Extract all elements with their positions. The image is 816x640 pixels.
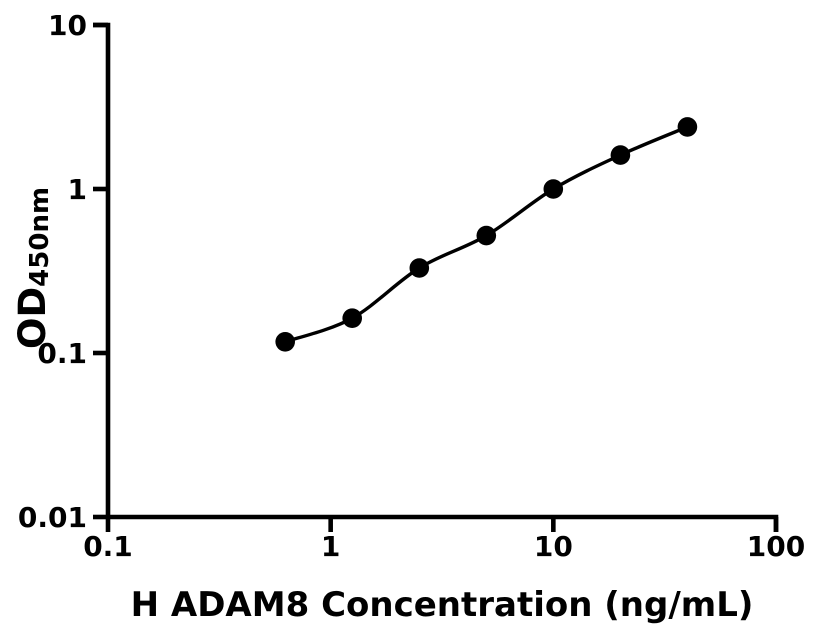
data-point — [543, 179, 564, 199]
y-tick-label: 10 — [48, 9, 87, 42]
axes — [93, 22, 779, 532]
data-point — [275, 332, 296, 352]
data-point — [409, 258, 430, 278]
x-tick-label: 10 — [534, 530, 573, 563]
x-tick-label: 0.1 — [83, 530, 133, 563]
y-axis-title: OD450nm — [11, 187, 55, 349]
y-axis-title-main: OD — [11, 287, 54, 349]
axis-spines — [93, 22, 779, 532]
y-tick-label: 0.01 — [18, 501, 87, 534]
x-axis-title: H ADAM8 Concentration (ng/mL) — [131, 585, 754, 625]
y-axis-title-subscript: 450nm — [25, 187, 55, 287]
tick-marks — [93, 22, 779, 532]
y-tick-label: 0.1 — [37, 337, 87, 370]
y-tick-label: 1 — [68, 173, 87, 206]
x-tick-label: 1 — [321, 530, 340, 563]
data-point — [677, 117, 698, 137]
x-tick-label: 100 — [747, 530, 805, 563]
data-point — [476, 225, 497, 246]
data-series — [275, 117, 698, 352]
data-point — [342, 308, 363, 329]
data-point — [610, 145, 631, 165]
